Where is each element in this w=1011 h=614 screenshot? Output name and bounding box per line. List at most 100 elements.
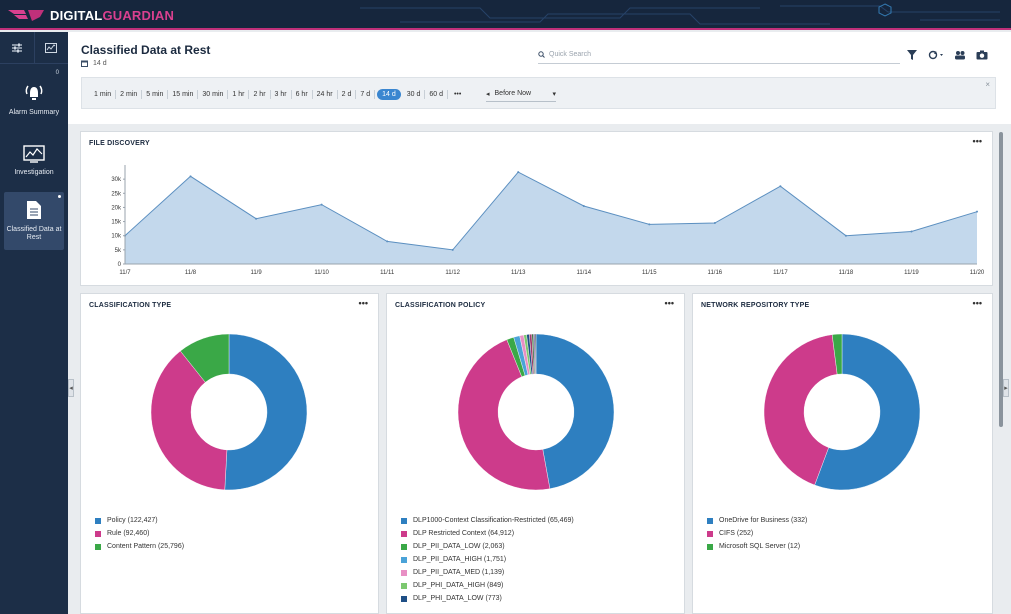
vertical-scrollbar[interactable] [999, 132, 1003, 427]
data-point[interactable] [517, 171, 520, 174]
camera-icon[interactable] [976, 49, 988, 61]
collapse-left-handle[interactable]: ◂ [68, 379, 74, 397]
legend-item[interactable]: OneDrive for Business (332) [707, 514, 807, 527]
top-bar: DIGITAL GUARDIAN [0, 0, 1011, 30]
time-option-1-hr[interactable]: 1 hr [228, 90, 250, 99]
legend-label: DLP_PHI_DATA_LOW (773) [413, 595, 502, 602]
sidebar-item-alarm-summary[interactable]: 0 Alarm Summary [4, 70, 64, 128]
classification-policy-panel: CLASSIFICATION POLICY ••• DLP1000-Contex… [386, 293, 685, 614]
before-now-select[interactable]: ◂ Before Now ▾ [486, 86, 556, 102]
close-icon[interactable]: × [985, 80, 990, 89]
x-tick-label: 11/7 [119, 270, 131, 276]
network-repository-type-donut [763, 333, 921, 491]
sidebar: 0 Alarm Summary Investigation Classified… [0, 32, 68, 614]
data-point[interactable] [386, 240, 389, 243]
y-tick-label: 15k [111, 220, 122, 226]
series-line [124, 171, 978, 251]
data-point[interactable] [582, 205, 585, 208]
legend-swatch [401, 569, 407, 576]
legend-swatch [401, 530, 407, 537]
legend-item[interactable]: DLP1000-Context Classification-Restricte… [401, 514, 574, 527]
legend-item[interactable]: Policy (122,427) [95, 514, 184, 527]
donut-slice[interactable] [534, 333, 537, 375]
range-label: 14 d [93, 60, 107, 67]
legend-item[interactable]: DLP_PII_DATA_HIGH (1,751) [401, 553, 574, 566]
users-icon[interactable] [954, 49, 966, 61]
donut-slice[interactable] [224, 333, 308, 491]
time-option-30-d[interactable]: 30 d [403, 90, 426, 99]
legend-swatch [707, 530, 713, 537]
data-point[interactable] [779, 185, 782, 188]
legend-item[interactable]: Microsoft SQL Server (12) [707, 540, 807, 553]
sidebar-item-label: Alarm Summary [8, 109, 60, 116]
calendar-icon [81, 60, 88, 67]
time-option-5-min[interactable]: 5 min [142, 90, 169, 99]
legend-swatch [401, 582, 407, 589]
legend-item[interactable]: DLP_PII_DATA_LOW (2,063) [401, 540, 574, 553]
filter-icon[interactable] [906, 49, 918, 61]
panel-title: NETWORK REPOSITORY TYPE [701, 302, 810, 309]
donut-slice[interactable] [763, 334, 838, 486]
legend-label: Policy (122,427) [107, 517, 158, 524]
panel-menu-button[interactable]: ••• [664, 298, 674, 308]
time-option-7-d[interactable]: 7 d [356, 90, 376, 99]
data-point[interactable] [189, 175, 192, 178]
data-point[interactable] [910, 230, 913, 233]
document-icon [27, 201, 41, 219]
more-options-button[interactable]: ••• [453, 91, 462, 98]
data-point[interactable] [255, 217, 258, 220]
legend-item[interactable]: DLP Restricted Context (64,912) [401, 527, 574, 540]
refresh-icon[interactable] [928, 49, 944, 61]
donut-slice[interactable] [150, 350, 228, 491]
current-range[interactable]: 14 d [81, 60, 107, 67]
data-point[interactable] [320, 203, 323, 206]
time-option-60-d[interactable]: 60 d [425, 90, 448, 99]
data-point[interactable] [648, 223, 651, 226]
data-point[interactable] [844, 234, 847, 237]
legend-item[interactable]: Rule (92,460) [95, 527, 184, 540]
panel-menu-button[interactable]: ••• [972, 298, 982, 308]
collapse-right-handle[interactable]: ▸ [1003, 379, 1009, 397]
data-point[interactable] [713, 221, 716, 224]
time-option-14-d[interactable]: 14 d [377, 89, 401, 100]
panel-menu-button[interactable]: ••• [972, 136, 982, 146]
time-option-24-hr[interactable]: 24 hr [313, 90, 338, 99]
sliders-icon[interactable] [0, 32, 34, 63]
x-tick-label: 11/20 [970, 270, 985, 276]
panel-menu-button[interactable]: ••• [358, 298, 368, 308]
data-point[interactable] [451, 248, 454, 251]
donut-slice[interactable] [535, 333, 615, 489]
x-tick-label: 11/11 [380, 270, 395, 276]
sidebar-item-classified-data-at-rest[interactable]: Classified Data at Rest [4, 192, 64, 250]
time-option-15-min[interactable]: 15 min [168, 90, 199, 99]
time-range-bar: 1 min 2 min 5 min 15 min 30 min 1 hr 2 hr 3 hr 6… [81, 77, 996, 109]
brand-logo[interactable]: DIGITAL GUARDIAN [6, 5, 174, 25]
time-option-2-d[interactable]: 2 d [338, 90, 357, 99]
donut-slice[interactable] [831, 333, 843, 375]
legend-label: DLP1000-Context Classification-Restricte… [413, 517, 574, 524]
main-content: Classified Data at Rest 14 d Quick Searc… [68, 32, 1011, 614]
time-option-1-min[interactable]: 1 min [90, 90, 117, 99]
dashboard-chart-icon[interactable] [33, 32, 69, 63]
time-option-30-min[interactable]: 30 min [198, 90, 229, 99]
legend-swatch [707, 517, 713, 524]
sidebar-item-investigation[interactable]: Investigation [4, 132, 64, 190]
legend-item[interactable]: DLP_PHI_DATA_LOW (773) [401, 592, 574, 605]
time-option-2-hr[interactable]: 2 hr [249, 90, 271, 99]
donut-slice[interactable] [180, 333, 230, 383]
search-icon [538, 51, 545, 58]
network-repository-type-legend: OneDrive for Business (332) CIFS (252) Mic… [707, 514, 807, 553]
quick-search-input[interactable]: Quick Search [538, 46, 900, 64]
time-option-2-min[interactable]: 2 min [116, 90, 143, 99]
legend-item[interactable]: Content Pattern (25,796) [95, 540, 184, 553]
legend-item[interactable]: CIFS (252) [707, 527, 807, 540]
classification-type-donut [150, 333, 308, 491]
legend-item[interactable]: DLP_PHI_DATA_HIGH (849) [401, 579, 574, 592]
donut-slice[interactable] [457, 339, 551, 491]
x-tick-label: 11/14 [576, 270, 591, 276]
legend-item[interactable]: DLP_PII_DATA_MED (1,139) [401, 566, 574, 579]
data-point[interactable] [976, 210, 978, 213]
time-option-3-hr[interactable]: 3 hr [271, 90, 292, 99]
legend-label: DLP_PII_DATA_LOW (2,063) [413, 543, 505, 550]
time-option-6-hr[interactable]: 6 hr [292, 90, 313, 99]
